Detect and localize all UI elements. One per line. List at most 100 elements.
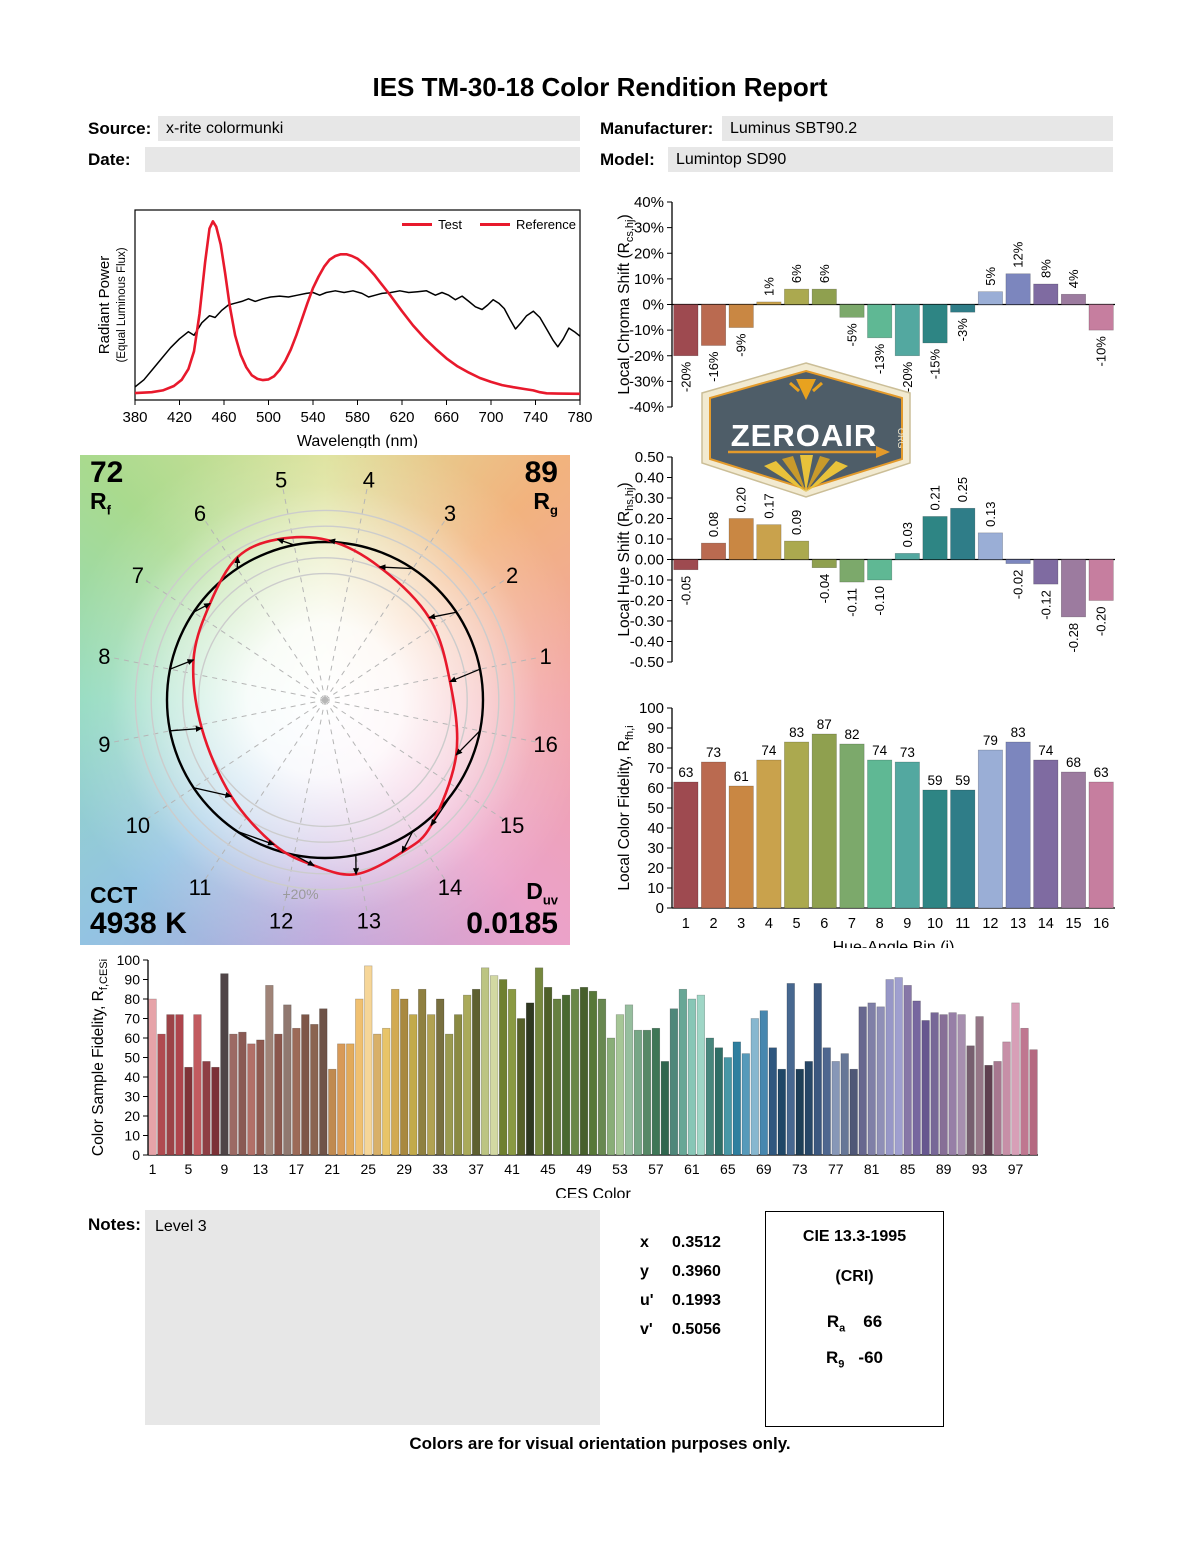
shift-arrow-bin-15	[430, 787, 457, 827]
bar-31	[418, 988, 427, 1156]
bar-3	[728, 785, 754, 909]
bar-76	[822, 1047, 831, 1156]
bar-4	[756, 759, 782, 909]
bar-3	[728, 518, 754, 560]
chart-text: 0.08	[706, 512, 721, 537]
chart-text: Hue-Angle Bin (j)	[833, 939, 955, 948]
manufacturer-label: Manufacturer:	[600, 119, 714, 138]
cri-r9-row: R9 -60	[826, 1348, 883, 1371]
bar-29	[400, 998, 409, 1156]
chart-text: 59	[955, 773, 970, 788]
chart-text: 89	[936, 1161, 952, 1177]
chart-text: 85	[900, 1161, 916, 1177]
bar-58	[660, 1061, 670, 1156]
bar-39	[489, 975, 499, 1156]
badge-inner-shape	[710, 371, 902, 489]
bar-53	[615, 1014, 625, 1156]
chart-text: -20%	[629, 348, 664, 365]
hue-bin-number-6: 6	[194, 501, 206, 526]
badge-fan-ray-5	[806, 461, 848, 492]
bar-93	[975, 1016, 984, 1156]
chart-text: 60	[124, 1030, 140, 1046]
chart-text: 30%	[634, 220, 664, 237]
chart-tspan: )	[616, 214, 633, 219]
chart-text: 30	[647, 840, 664, 857]
shift-arrow-bin-8	[169, 659, 195, 670]
bar-5	[184, 1066, 193, 1156]
bar-6	[193, 1014, 202, 1156]
bar-10	[922, 516, 948, 560]
bar-9	[894, 761, 920, 909]
chart-circle	[197, 572, 453, 828]
hue-bin-number-14: 14	[438, 875, 462, 900]
bar-32	[427, 1014, 436, 1156]
bar-11	[950, 507, 976, 560]
chart-text: 0.30	[635, 490, 664, 507]
cri-box: CIE 13.3-1995 (CRI) Ra 66 R9 -60	[765, 1211, 944, 1427]
bar-14	[1033, 559, 1059, 585]
shift-arrow-bin-12	[293, 854, 315, 867]
hue-bin-number-8: 8	[98, 644, 110, 669]
chart-text: 9	[903, 916, 911, 932]
chart-text: 16	[1093, 916, 1109, 932]
bar-41	[507, 988, 517, 1156]
chart-text: 740	[523, 409, 548, 426]
chart-text: Color Sample Fidelity, Rf,CESi	[90, 959, 110, 1156]
bar-2	[701, 761, 727, 909]
bar-1	[148, 998, 157, 1156]
coord-x-row: x 0.3512	[640, 1234, 721, 1251]
hue-bin-number-3: 3	[444, 501, 456, 526]
chart-tspan: )	[616, 482, 633, 487]
chart-text: 1	[682, 916, 690, 932]
bar-30	[409, 1014, 418, 1156]
bar-10	[922, 789, 948, 909]
bar-91	[957, 1014, 966, 1156]
bar-79	[849, 1068, 858, 1156]
bar-4	[175, 1014, 184, 1156]
bar-90	[948, 1012, 957, 1156]
chart-tspan: Color Sample Fidelity, R	[90, 990, 107, 1156]
chart-text: -0.40	[630, 634, 664, 651]
rf-score-group: 72 Rf	[90, 457, 123, 517]
chart-text: 1	[149, 1161, 157, 1177]
bar-36	[463, 994, 472, 1156]
chart-text: 29	[396, 1161, 412, 1177]
bar-5	[784, 741, 810, 909]
chart-text: -0.05	[678, 576, 693, 606]
bar-50	[588, 990, 598, 1156]
chart-text: 8	[876, 916, 884, 932]
chart-text: 6%	[789, 264, 804, 283]
chart-text: 80	[647, 740, 664, 757]
bar-1	[673, 781, 699, 909]
chart-text: 0%	[642, 297, 664, 314]
chart-text: 0.00	[635, 552, 664, 569]
chart-text: 0.03	[900, 522, 915, 547]
bar-56	[642, 1029, 652, 1156]
badge-flashlight-icon	[796, 379, 816, 400]
chart-circle	[182, 557, 468, 843]
badge-arrow-head	[876, 446, 890, 458]
chart-text: 2	[709, 916, 717, 932]
bar-87	[921, 1020, 930, 1156]
chart-text: 14	[1038, 916, 1054, 932]
chart-text: 63	[678, 765, 693, 780]
chart-text: Local Chroma Shift (Rcs,hj)	[616, 214, 636, 394]
bar-8	[867, 759, 893, 909]
bar-11	[950, 304, 976, 313]
chart-text: 40	[647, 820, 664, 837]
bar-44	[534, 967, 544, 1156]
cri-subtitle: (CRI)	[835, 1268, 874, 1285]
bar-3	[166, 1014, 175, 1156]
chart-text: 60	[647, 780, 664, 797]
chart-text: 50	[124, 1050, 140, 1066]
bar-61	[687, 998, 697, 1156]
bar-8	[867, 304, 893, 339]
reference-line-swatch	[480, 223, 511, 226]
bar-70	[768, 1047, 777, 1156]
chart-text: Wavelength (nm)	[297, 433, 418, 448]
bar-42	[516, 1018, 526, 1156]
spectral-power-chart: 380 420 460 500 540 580 620 660 700 740 780 Wavelen…	[96, 209, 593, 448]
local-color-fidelity-chart: 1009080706050403020100631732613744835876…	[616, 700, 1115, 948]
bar-63	[705, 1037, 714, 1156]
coord-uprime-row: u' 0.1993	[640, 1292, 721, 1309]
